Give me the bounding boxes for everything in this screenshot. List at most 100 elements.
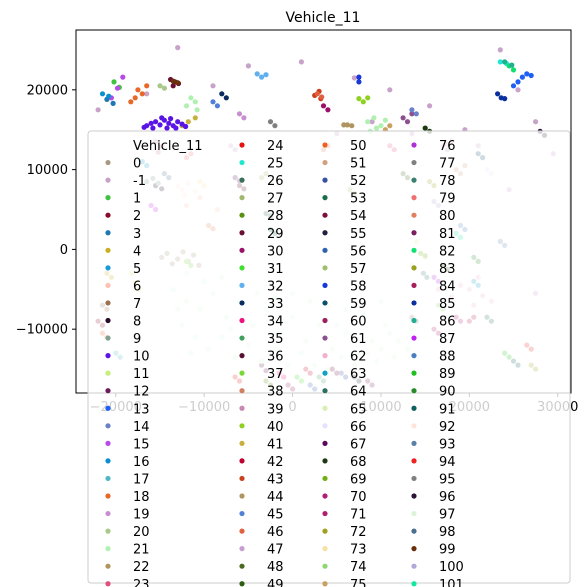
legend-marker [322, 282, 328, 288]
legend-label: 49 [267, 578, 284, 587]
data-point-series-44 [341, 122, 347, 128]
data-point-series-86 [509, 62, 515, 68]
legend-label: 93 [439, 437, 456, 452]
legend-marker [411, 265, 417, 271]
legend-label: 55 [350, 227, 367, 242]
legend-marker [322, 493, 328, 499]
data-point-series--1 [533, 119, 539, 125]
data-point-series-61 [409, 111, 415, 117]
legend-marker [239, 230, 245, 236]
data-point-series--1 [175, 45, 181, 51]
legend-marker [322, 510, 328, 517]
legend-marker [322, 581, 328, 587]
legend-label: 69 [350, 472, 367, 487]
data-point-series-32 [263, 72, 269, 78]
legend-marker [239, 440, 245, 446]
legend-marker [105, 353, 111, 359]
data-point-series-41 [185, 119, 191, 125]
legend-label: 85 [439, 297, 456, 312]
legend-label: 13 [133, 402, 150, 417]
legend-marker [105, 581, 111, 587]
legend-label: 43 [267, 472, 284, 487]
legend-label: 14 [133, 420, 150, 435]
legend-marker [239, 405, 245, 411]
data-point-series-61 [400, 115, 406, 121]
legend-marker [322, 405, 328, 411]
legend-marker [322, 458, 328, 464]
legend-marker [239, 475, 245, 482]
legend-marker [105, 212, 111, 218]
data-point-series--1 [144, 91, 150, 97]
data-point-series-68 [422, 125, 428, 131]
data-point-series--1 [369, 119, 375, 125]
legend-marker [239, 510, 245, 517]
data-point-series-21 [371, 115, 377, 121]
legend-label: 33 [267, 297, 284, 312]
legend-label: 40 [267, 420, 284, 435]
legend-label: 83 [439, 262, 456, 277]
data-point-series-16 [99, 91, 106, 97]
data-point-series-13 [510, 83, 517, 89]
legend-marker [411, 195, 417, 201]
legend-marker [239, 195, 245, 201]
data-point-series-19 [241, 115, 247, 121]
legend-label: 23 [133, 578, 150, 587]
legend-label: 39 [267, 402, 284, 417]
data-point-series--1 [387, 87, 393, 93]
legend-marker [105, 493, 111, 499]
legend-label: 84 [439, 279, 456, 294]
legend-label: 11 [133, 367, 150, 382]
legend-marker [411, 300, 417, 306]
legend-marker [411, 440, 417, 446]
legend-label: 9 [133, 332, 141, 347]
data-point-series-99 [175, 80, 181, 86]
legend-marker [411, 159, 417, 166]
data-point-series-82 [510, 67, 517, 73]
legend-marker [411, 177, 417, 183]
data-point-series-15 [120, 74, 126, 80]
legend-label: 66 [350, 420, 367, 435]
legend-label: 7 [133, 297, 141, 312]
legend-marker [105, 195, 111, 201]
legend-label: 15 [133, 437, 150, 452]
legend-label: 65 [350, 402, 367, 417]
legend-label: 79 [439, 192, 456, 207]
legend-label: 24 [267, 139, 284, 154]
data-point-series-61 [404, 119, 411, 125]
legend-label: 22 [133, 560, 150, 575]
legend-marker [411, 247, 417, 253]
legend-box [87, 130, 571, 584]
legend-label: 51 [350, 157, 367, 172]
legend-label: 59 [350, 297, 367, 312]
legend-marker [411, 370, 417, 376]
data-point-series-20 [161, 85, 167, 91]
legend-label: 87 [439, 332, 456, 347]
legend-label: 82 [439, 244, 456, 259]
legend-label: 57 [350, 262, 367, 277]
legend-marker [239, 335, 245, 341]
legend-marker [239, 212, 245, 218]
legend-label: 32 [267, 279, 284, 294]
legend-marker [322, 177, 328, 183]
legend-label: 56 [350, 244, 367, 259]
legend-label: 4 [133, 244, 141, 259]
legend-marker [105, 300, 111, 306]
legend-marker [322, 563, 328, 569]
legend-label: 50 [350, 139, 367, 154]
data-point-series-20 [157, 83, 163, 89]
legend-marker [239, 317, 245, 324]
legend-label: 58 [350, 279, 367, 294]
legend-marker [105, 510, 111, 517]
legend-label: 88 [439, 350, 456, 365]
legend-label: 78 [439, 174, 456, 189]
legend-marker [411, 546, 417, 552]
legend-label: 30 [267, 244, 284, 259]
data-point-series-45 [210, 99, 216, 105]
legend-label: 61 [350, 332, 367, 347]
legend-marker [411, 317, 417, 324]
legend-marker [105, 317, 111, 324]
legend-label: 45 [267, 508, 284, 523]
data-point-series-46 [319, 94, 325, 100]
data-point-series-99 [170, 78, 176, 84]
legend-label: 77 [439, 157, 456, 172]
